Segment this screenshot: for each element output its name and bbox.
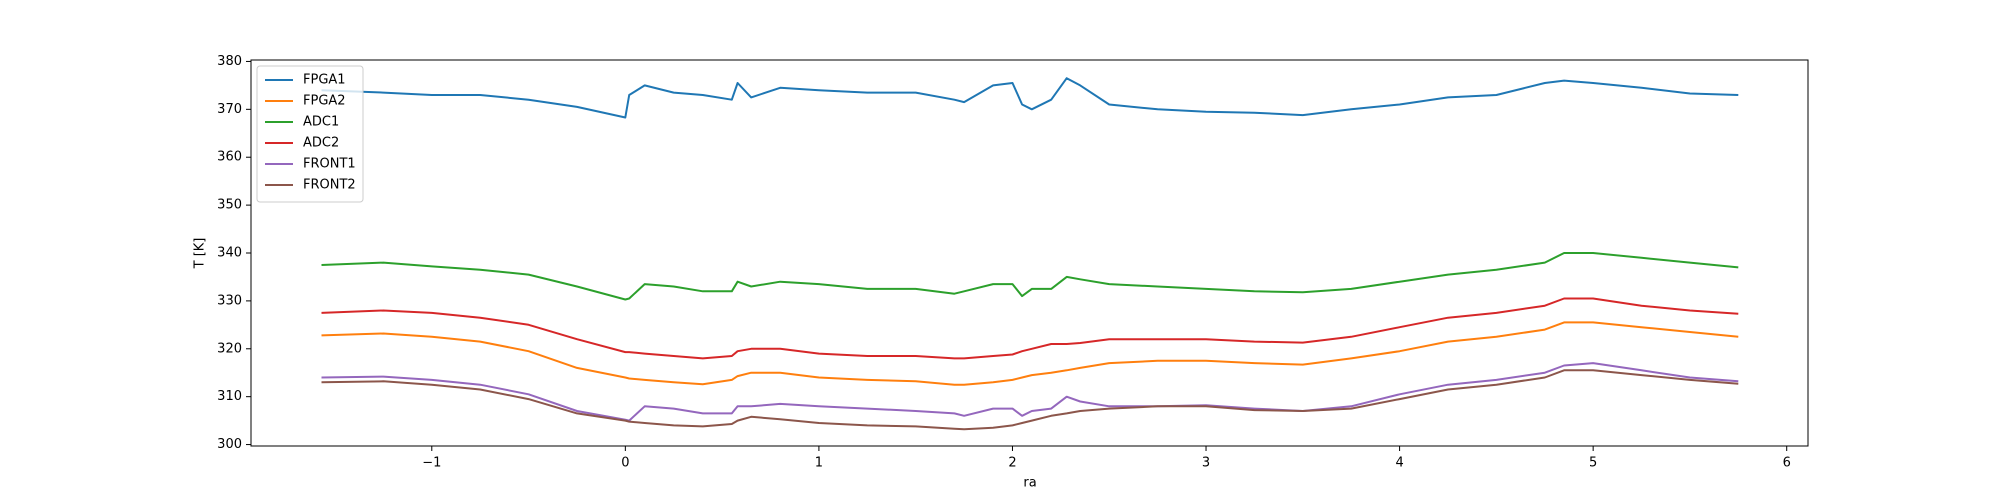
legend-label: FRONT2 <box>303 178 356 193</box>
y-tick-label: 300 <box>217 437 242 452</box>
axes-frame <box>250 59 1809 447</box>
x-tick-label: 5 <box>1589 456 1597 471</box>
x-tick-label: 2 <box>1008 456 1016 471</box>
x-tick-label: 1 <box>815 456 823 471</box>
x-tick-label: 3 <box>1202 456 1210 471</box>
y-tick-label: 370 <box>217 102 242 117</box>
y-axis-label: T [K] <box>193 238 208 270</box>
legend-label: FPGA2 <box>303 94 346 109</box>
y-tick-label: 350 <box>217 198 242 213</box>
x-tick-label: −1 <box>422 456 441 471</box>
y-tick-label: 310 <box>217 389 242 404</box>
x-tick-label: 6 <box>1783 456 1791 471</box>
x-tick-label: 0 <box>621 456 629 471</box>
series-line <box>321 321 1739 386</box>
y-tick-label: 320 <box>217 341 242 356</box>
legend-label: ADC1 <box>303 115 339 130</box>
y-tick-label: 340 <box>217 246 242 261</box>
x-tick-label: 4 <box>1395 456 1403 471</box>
series-line <box>321 362 1739 422</box>
y-tick-label: 330 <box>217 293 242 308</box>
series-line <box>321 77 1739 119</box>
series-line <box>321 297 1739 360</box>
series-line <box>321 252 1739 301</box>
legend-label: FPGA1 <box>303 73 346 88</box>
legend-label: FRONT1 <box>303 157 356 172</box>
legend-label: ADC2 <box>303 136 339 151</box>
y-tick-label: 360 <box>217 150 242 165</box>
y-tick-label: 380 <box>217 54 242 69</box>
x-axis-label: ra <box>1023 476 1036 491</box>
series-line <box>321 369 1739 431</box>
